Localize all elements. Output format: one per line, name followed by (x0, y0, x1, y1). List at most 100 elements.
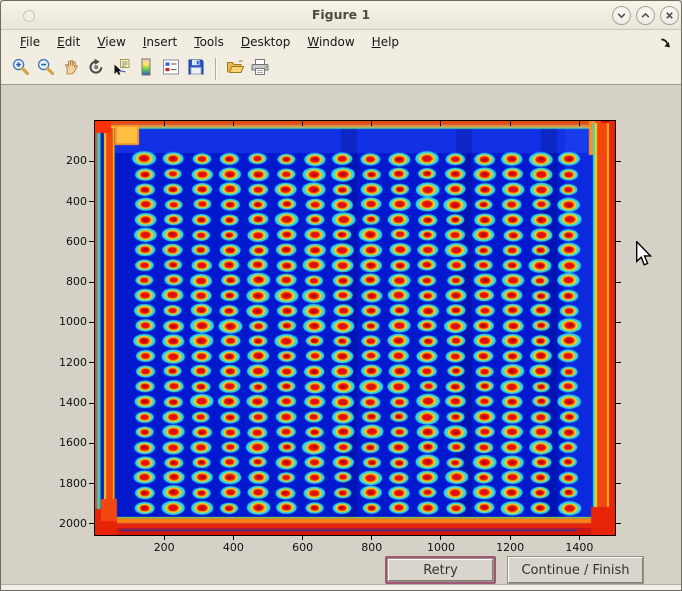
x-tick-top (509, 121, 511, 126)
y-tick-label: 1000 (59, 315, 87, 329)
x-tick (302, 535, 304, 540)
colorbar-icon (136, 57, 156, 81)
rotate-3d-button[interactable] (84, 57, 108, 81)
x-tick-top (163, 121, 165, 126)
toolbar (1, 53, 681, 85)
menu-item-file[interactable]: File (20, 34, 41, 49)
x-tick-top (578, 121, 580, 126)
menu-item-window[interactable]: Window (307, 34, 355, 49)
close-button[interactable] (660, 6, 679, 25)
menu-item-desktop[interactable]: Desktop (240, 34, 291, 49)
print-icon (250, 57, 270, 81)
x-tick (371, 535, 373, 540)
x-tick (578, 535, 580, 540)
y-tick-right (615, 281, 621, 283)
retry-button[interactable]: Retry (387, 558, 494, 582)
x-tick (163, 535, 165, 540)
y-tick-right (615, 362, 621, 364)
x-tick-top (440, 121, 442, 126)
y-tick-label: 1200 (59, 355, 87, 369)
y-tick (89, 402, 94, 404)
x-tick (232, 535, 234, 540)
x-tick-label: 600 (292, 541, 314, 554)
shade-button[interactable] (612, 6, 631, 25)
y-tick-right (615, 201, 621, 203)
zoom-out-button[interactable] (34, 57, 58, 81)
colorbar-button[interactable] (134, 57, 158, 81)
x-tick (440, 535, 442, 540)
y-tick-label: 1800 (59, 476, 87, 490)
x-tick-top (371, 121, 373, 126)
axes: 200 400 600 800 1000 1200 1400 200 400 600 800 1000… (59, 120, 621, 554)
y-tick-right (615, 241, 621, 243)
pan-button[interactable] (59, 57, 83, 81)
zoom-out-icon (36, 57, 56, 81)
y-tick-label: 1600 (59, 436, 87, 450)
y-tick (89, 442, 94, 444)
y-tick (89, 281, 94, 283)
y-tick (89, 201, 94, 203)
x-tick-label: 1200 (496, 541, 525, 554)
y-tick-right (615, 321, 621, 323)
y-tick (89, 523, 94, 525)
menu-item-view[interactable]: View (97, 34, 126, 49)
retry-button-focus-ring: Retry (385, 556, 496, 584)
zoom-in-icon (11, 57, 31, 81)
y-tick-label: 800 (66, 275, 87, 289)
legend-button[interactable] (159, 57, 183, 81)
x-tick (509, 535, 511, 540)
x-tick-top (302, 121, 304, 126)
print-button[interactable] (248, 57, 272, 81)
x-tick-label: 1000 (426, 541, 455, 554)
menu-item-help[interactable]: Help (371, 34, 400, 49)
y-tick (89, 321, 94, 323)
y-tick (89, 241, 94, 243)
y-tick-label: 600 (66, 234, 87, 248)
y-tick-right (615, 402, 621, 404)
chevron-down-icon (616, 6, 627, 25)
unshade-button[interactable] (636, 6, 655, 25)
menu-items: File Edit View Insert Tools Desktop Window Help (14, 33, 410, 51)
title-bar: Figure 1 (1, 1, 681, 30)
continue-finish-button[interactable]: Continue / Finish (507, 556, 644, 584)
data-cursor-button[interactable] (109, 57, 133, 81)
y-tick-label: 2000 (59, 516, 87, 530)
pan-icon (61, 57, 81, 81)
legend-icon (161, 57, 181, 81)
open-button[interactable] (223, 57, 247, 81)
close-icon (664, 6, 675, 25)
toolbar-separator (215, 57, 217, 80)
window-menu-icon[interactable] (23, 10, 35, 22)
figure-canvas: 200 400 600 800 1000 1200 1400 200 400 600 800 1000… (1, 86, 681, 586)
zoom-in-button[interactable] (9, 57, 33, 81)
rotate-3d-icon (86, 57, 106, 81)
menu-item-insert[interactable]: Insert (142, 34, 178, 49)
mouse-cursor-icon (635, 239, 653, 271)
save-button[interactable] (184, 57, 208, 81)
menu-item-tools[interactable]: Tools (194, 34, 224, 49)
x-tick-label: 200 (153, 541, 175, 554)
x-tick-label: 800 (361, 541, 383, 554)
y-tick-right (615, 160, 621, 162)
y-tick (89, 362, 94, 364)
x-tick-label: 400 (222, 541, 244, 554)
menu-bar: File Edit View Insert Tools Desktop Window Help (1, 30, 681, 53)
y-tick (89, 483, 94, 485)
y-tick-label: 200 (66, 154, 87, 168)
chevron-up-icon (640, 6, 651, 25)
x-tick-label: 1400 (565, 541, 594, 554)
window-title: Figure 1 (311, 7, 371, 22)
dock-arrow-icon[interactable] (659, 35, 673, 54)
window-bottom-border (1, 584, 681, 590)
y-tick-right (615, 523, 621, 525)
heatmap-image (95, 121, 615, 535)
data-cursor-icon (111, 57, 131, 81)
save-icon (186, 57, 206, 81)
y-tick-label: 400 (66, 194, 87, 208)
x-tick-top (232, 121, 234, 126)
open-icon (225, 57, 245, 81)
menu-item-edit[interactable]: Edit (57, 34, 81, 49)
y-tick (89, 160, 94, 162)
y-tick-label: 1400 (59, 396, 87, 410)
